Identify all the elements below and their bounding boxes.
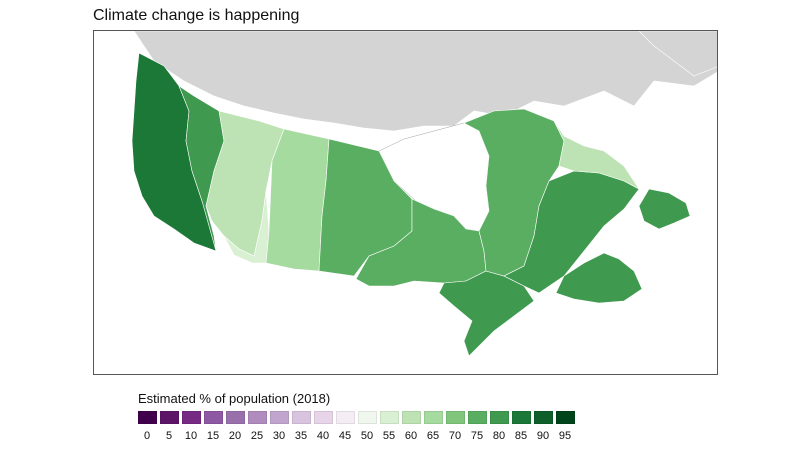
legend-swatch-90 <box>534 411 553 424</box>
legend-label-25: 25 <box>250 430 264 442</box>
other-land <box>133 31 717 132</box>
legend-swatch-55 <box>380 411 399 424</box>
legend-swatch-50 <box>358 411 377 424</box>
legend-label-90: 90 <box>536 430 550 442</box>
legend-swatch-95 <box>556 411 575 424</box>
legend-label-15: 15 <box>206 430 220 442</box>
legend-label-20: 20 <box>228 430 242 442</box>
legend-label-0: 0 <box>143 430 151 442</box>
legend-swatch-75 <box>468 411 487 424</box>
region-newfoundland <box>638 188 691 230</box>
legend-label-95: 95 <box>558 430 572 442</box>
legend-swatch-15 <box>204 411 223 424</box>
legend-swatches <box>138 411 575 424</box>
legend-label-30: 30 <box>272 430 286 442</box>
legend-swatch-0 <box>138 411 157 424</box>
legend-label-75: 75 <box>470 430 484 442</box>
legend-label-35: 35 <box>294 430 308 442</box>
legend-label-65: 65 <box>426 430 440 442</box>
legend-label-5: 5 <box>165 430 173 442</box>
region-labrador <box>553 120 640 190</box>
legend-swatch-35 <box>292 411 311 424</box>
legend-label-55: 55 <box>382 430 396 442</box>
map-panel <box>93 30 718 375</box>
legend-swatch-20 <box>226 411 245 424</box>
greenland <box>638 31 717 77</box>
legend-swatch-40 <box>314 411 333 424</box>
legend-swatch-65 <box>424 411 443 424</box>
chart-title: Climate change is happening <box>93 7 300 24</box>
legend-label-45: 45 <box>338 430 352 442</box>
canada-map <box>131 31 717 357</box>
legend-swatch-80 <box>490 411 509 424</box>
legend-swatch-70 <box>446 411 465 424</box>
legend-label-80: 80 <box>492 430 506 442</box>
region-maritimes <box>555 252 643 304</box>
legend-label-40: 40 <box>316 430 330 442</box>
region-southern-alberta <box>223 190 270 264</box>
legend-label-10: 10 <box>184 430 198 442</box>
legend-swatch-45 <box>336 411 355 424</box>
legend-swatch-10 <box>182 411 201 424</box>
legend-swatch-30 <box>270 411 289 424</box>
legend-label-50: 50 <box>360 430 374 442</box>
legend-label-70: 70 <box>448 430 462 442</box>
legend-title: Estimated % of population (2018) <box>138 391 331 406</box>
legend-label-85: 85 <box>514 430 528 442</box>
province-regions <box>131 52 691 357</box>
legend-swatch-60 <box>402 411 421 424</box>
legend-labels: 0 5 10 15 20 25 30 35 40 45 50 55 60 65 70 75 80 85 90 95 <box>138 430 698 444</box>
legend-swatch-85 <box>512 411 531 424</box>
legend-label-60: 60 <box>404 430 418 442</box>
legend-swatch-5 <box>160 411 179 424</box>
legend-swatch-25 <box>248 411 267 424</box>
